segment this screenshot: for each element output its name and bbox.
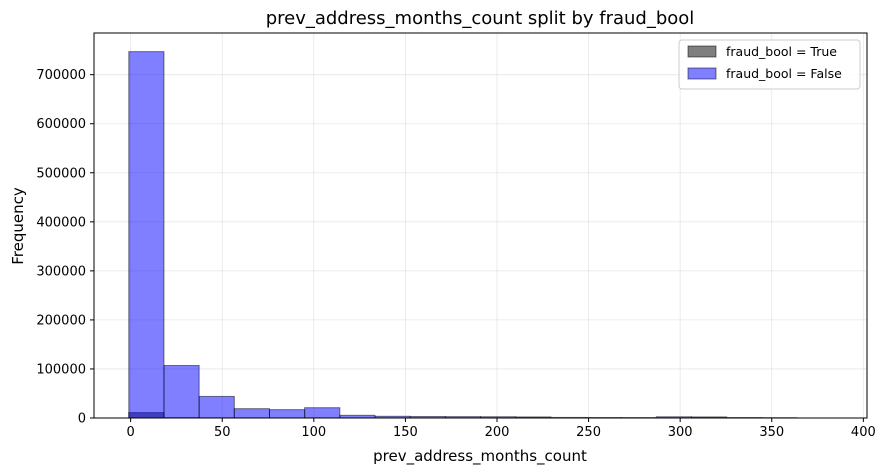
chart-title: prev_address_months_count split by fraud… (266, 8, 695, 29)
grid (94, 33, 867, 419)
y-tick-label: 700000 (36, 68, 86, 83)
y-axis-label: Frequency (9, 187, 27, 265)
legend-label-true: fraud_bool = True (726, 44, 837, 59)
legend-label-false: fraud_bool = False (726, 66, 842, 81)
x-tick-label: 400 (851, 425, 876, 440)
x-tick-label: 200 (485, 425, 510, 440)
x-tick-label: 100 (301, 425, 326, 440)
histogram-bar (268, 409, 306, 419)
legend: fraud_bool = True fraud_bool = False (678, 39, 861, 90)
legend-box (678, 39, 861, 90)
y-tick-label: 200000 (36, 313, 86, 328)
histogram-bar (233, 408, 270, 419)
y-tick-label: 600000 (36, 117, 86, 132)
legend-swatch-false (687, 67, 717, 80)
histogram-bar (128, 51, 165, 419)
x-tick-label: 350 (759, 425, 784, 440)
x-axis-label: prev_address_months_count (373, 447, 587, 466)
histogram-bar (198, 395, 235, 419)
bars (128, 51, 798, 419)
y-tick-label: 0 (78, 412, 86, 427)
x-tick-label: 50 (214, 425, 231, 440)
y-tick-label: 300000 (36, 264, 86, 279)
x-tick-label: 300 (668, 425, 693, 440)
y-tick-label: 400000 (36, 215, 86, 230)
legend-swatch-true (687, 45, 717, 58)
plot-frame (93, 32, 868, 419)
x-tick-label: 150 (393, 425, 418, 440)
histogram-bar (163, 365, 200, 419)
histogram-bar (304, 407, 341, 419)
y-tick-label: 100000 (36, 362, 86, 377)
x-tick-label: 250 (576, 425, 601, 440)
x-tick-label: 0 (126, 425, 134, 440)
y-tick-label: 500000 (36, 166, 86, 181)
axis-ticks: 0 50 100 150 200 250 300 350 400 0 100000 200000 300… (36, 68, 875, 440)
